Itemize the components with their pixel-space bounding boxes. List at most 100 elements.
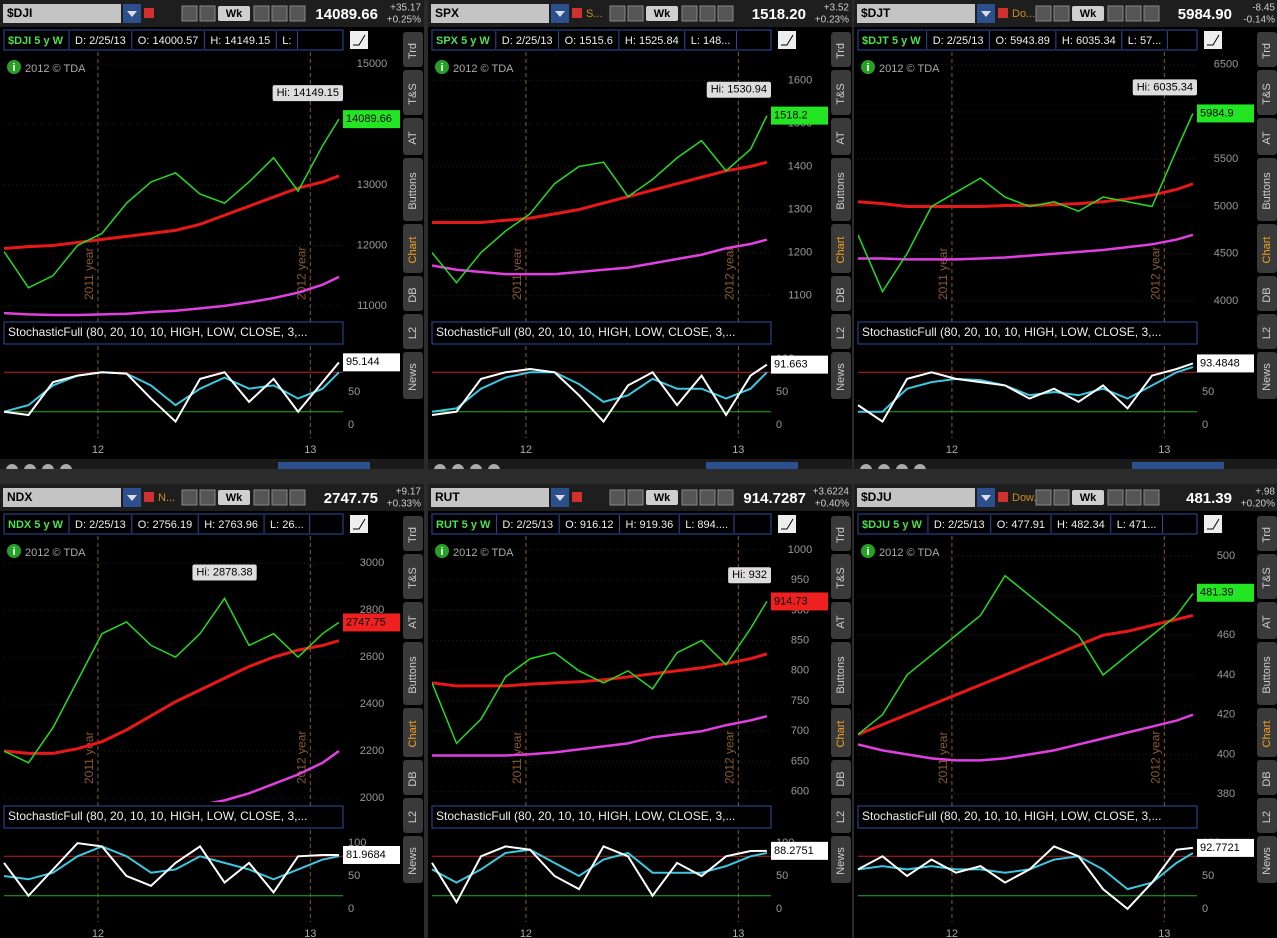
side-tab[interactable] bbox=[1257, 602, 1277, 639]
side-tab[interactable] bbox=[831, 516, 851, 551]
side-tab[interactable] bbox=[1257, 760, 1277, 795]
side-tab[interactable] bbox=[1257, 118, 1277, 155]
side-tab[interactable] bbox=[1257, 708, 1277, 757]
tool-icon[interactable] bbox=[1053, 489, 1070, 506]
side-tab[interactable] bbox=[403, 554, 423, 599]
tool-icon[interactable] bbox=[1143, 5, 1160, 22]
side-tab[interactable] bbox=[831, 70, 851, 115]
tool-icon[interactable] bbox=[181, 5, 198, 22]
tool-icon[interactable] bbox=[1125, 5, 1142, 22]
side-tab[interactable] bbox=[831, 158, 851, 221]
tool-icon[interactable] bbox=[1035, 5, 1052, 22]
zoom-button[interactable] bbox=[914, 464, 926, 469]
side-tab[interactable] bbox=[1257, 158, 1277, 221]
side-tab[interactable] bbox=[831, 276, 851, 311]
side-tab[interactable] bbox=[403, 224, 423, 273]
zoom-button[interactable] bbox=[488, 464, 500, 469]
side-tab[interactable] bbox=[1257, 70, 1277, 115]
wk-button[interactable] bbox=[646, 6, 678, 21]
tool-icon[interactable] bbox=[717, 489, 734, 506]
side-tab[interactable] bbox=[831, 760, 851, 795]
tool-icon[interactable] bbox=[289, 489, 306, 506]
tool-icon[interactable] bbox=[609, 489, 626, 506]
tool-icon[interactable] bbox=[699, 489, 716, 506]
style-button[interactable] bbox=[778, 515, 796, 533]
side-tab[interactable] bbox=[403, 158, 423, 221]
side-tab[interactable] bbox=[403, 760, 423, 795]
wk-button[interactable] bbox=[646, 490, 678, 505]
wk-button[interactable] bbox=[1072, 6, 1104, 21]
side-tab[interactable] bbox=[403, 602, 423, 639]
side-tab[interactable] bbox=[1257, 314, 1277, 349]
symbol-box[interactable] bbox=[857, 4, 975, 23]
zoom-button[interactable] bbox=[434, 464, 446, 469]
side-tab[interactable] bbox=[831, 32, 851, 67]
scrollbar[interactable] bbox=[706, 462, 798, 469]
tool-icon[interactable] bbox=[1035, 489, 1052, 506]
side-tab[interactable] bbox=[831, 314, 851, 349]
tool-icon[interactable] bbox=[271, 5, 288, 22]
side-tab[interactable] bbox=[403, 314, 423, 349]
side-tab[interactable] bbox=[1257, 642, 1277, 705]
zoom-button[interactable] bbox=[470, 464, 482, 469]
tool-icon[interactable] bbox=[1143, 489, 1160, 506]
side-tab[interactable] bbox=[403, 642, 423, 705]
zoom-button[interactable] bbox=[452, 464, 464, 469]
side-tab[interactable] bbox=[403, 516, 423, 551]
side-tab[interactable] bbox=[403, 70, 423, 115]
tool-icon[interactable] bbox=[181, 489, 198, 506]
symbol-box[interactable] bbox=[431, 4, 549, 23]
scrollbar[interactable] bbox=[1132, 462, 1224, 469]
wk-button[interactable] bbox=[218, 490, 250, 505]
tool-icon[interactable] bbox=[1107, 489, 1124, 506]
style-button[interactable] bbox=[350, 515, 368, 533]
zoom-button[interactable] bbox=[24, 464, 36, 469]
tool-icon[interactable] bbox=[717, 5, 734, 22]
zoom-button[interactable] bbox=[896, 464, 908, 469]
side-tab[interactable] bbox=[403, 708, 423, 757]
tool-icon[interactable] bbox=[271, 489, 288, 506]
style-button[interactable] bbox=[1204, 31, 1222, 49]
zoom-button[interactable] bbox=[6, 464, 18, 469]
side-tab[interactable] bbox=[831, 642, 851, 705]
tool-icon[interactable] bbox=[681, 489, 698, 506]
tool-icon[interactable] bbox=[1125, 489, 1142, 506]
tool-icon[interactable] bbox=[609, 5, 626, 22]
zoom-button[interactable] bbox=[60, 464, 72, 469]
tool-icon[interactable] bbox=[1107, 5, 1124, 22]
tool-icon[interactable] bbox=[627, 489, 644, 506]
symbol-box[interactable] bbox=[431, 488, 549, 507]
side-tab[interactable] bbox=[403, 32, 423, 67]
side-tab[interactable] bbox=[831, 224, 851, 273]
side-tab[interactable] bbox=[403, 836, 423, 883]
tool-icon[interactable] bbox=[627, 5, 644, 22]
side-tab[interactable] bbox=[403, 798, 423, 833]
symbol-box[interactable] bbox=[3, 4, 121, 23]
side-tab[interactable] bbox=[1257, 554, 1277, 599]
side-tab[interactable] bbox=[1257, 516, 1277, 551]
style-button[interactable] bbox=[1204, 515, 1222, 533]
style-button[interactable] bbox=[778, 31, 796, 49]
tool-icon[interactable] bbox=[253, 5, 270, 22]
zoom-button[interactable] bbox=[42, 464, 54, 469]
side-tab[interactable] bbox=[1257, 224, 1277, 273]
side-tab[interactable] bbox=[403, 118, 423, 155]
scrollbar[interactable] bbox=[278, 462, 370, 469]
side-tab[interactable] bbox=[831, 798, 851, 833]
side-tab[interactable] bbox=[831, 602, 851, 639]
tool-icon[interactable] bbox=[199, 489, 216, 506]
side-tab[interactable] bbox=[1257, 276, 1277, 311]
side-tab[interactable] bbox=[1257, 352, 1277, 399]
side-tab[interactable] bbox=[403, 352, 423, 399]
tool-icon[interactable] bbox=[1053, 5, 1070, 22]
tool-icon[interactable] bbox=[681, 5, 698, 22]
side-tab[interactable] bbox=[831, 554, 851, 599]
side-tab[interactable] bbox=[831, 708, 851, 757]
symbol-box[interactable] bbox=[3, 488, 121, 507]
tool-icon[interactable] bbox=[253, 489, 270, 506]
tool-icon[interactable] bbox=[699, 5, 716, 22]
side-tab[interactable] bbox=[1257, 32, 1277, 67]
side-tab[interactable] bbox=[1257, 798, 1277, 833]
side-tab[interactable] bbox=[831, 836, 851, 883]
wk-button[interactable] bbox=[1072, 490, 1104, 505]
